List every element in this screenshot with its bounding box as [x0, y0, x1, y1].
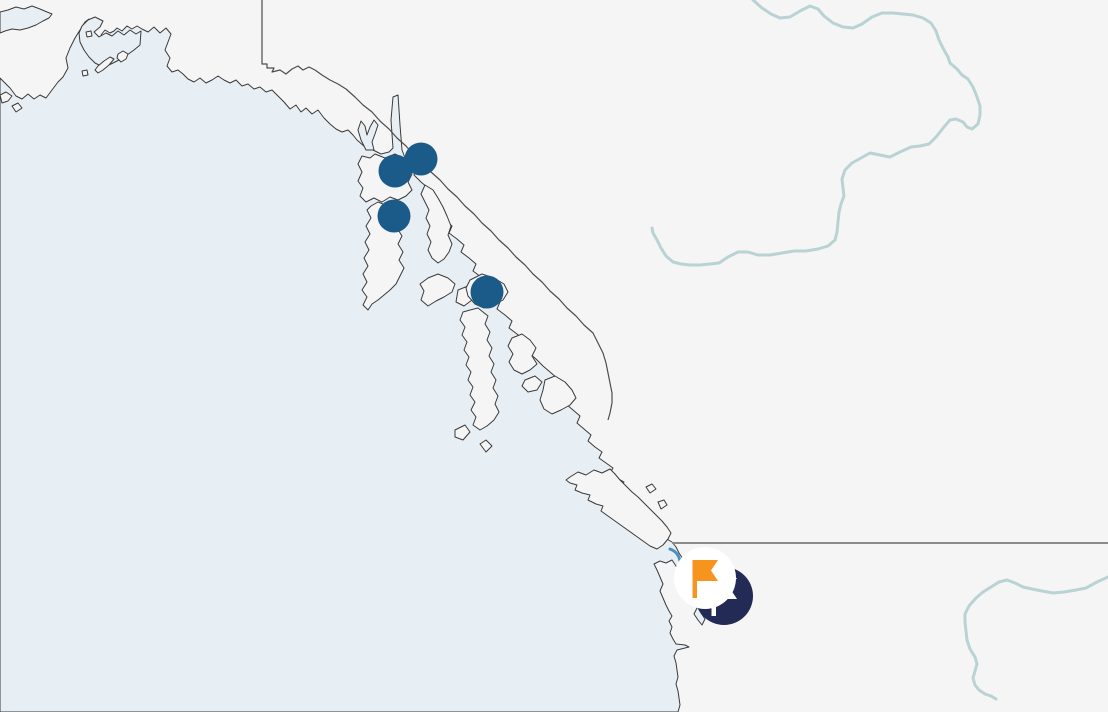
island: [419, 273, 456, 307]
port-dot[interactable]: [377, 199, 411, 233]
island: [479, 439, 493, 453]
island: [94, 56, 115, 74]
island: [539, 375, 577, 415]
island: [454, 424, 471, 441]
island: [81, 69, 89, 77]
island-prince-of-wales: [459, 307, 500, 431]
island-admiralty: [420, 184, 453, 264]
island: [645, 483, 657, 494]
port-dot[interactable]: [404, 142, 438, 176]
island: [657, 499, 668, 510]
ports-layer: [377, 142, 504, 309]
island: [85, 30, 93, 38]
island: [0, 91, 13, 104]
island-revillagigedo: [507, 333, 538, 375]
port-dot[interactable]: [378, 154, 412, 188]
river: [650, 0, 982, 267]
island: [116, 50, 129, 63]
alaska-border-line: [261, 0, 613, 421]
island: [11, 102, 23, 113]
start-marker[interactable]: [674, 547, 736, 609]
inlet: [0, 5, 53, 34]
port-dot[interactable]: [470, 275, 504, 309]
river: [963, 575, 1108, 701]
island: [521, 375, 543, 393]
island-vancouver: [565, 468, 672, 550]
glacier-bay-inlet: [357, 119, 379, 151]
